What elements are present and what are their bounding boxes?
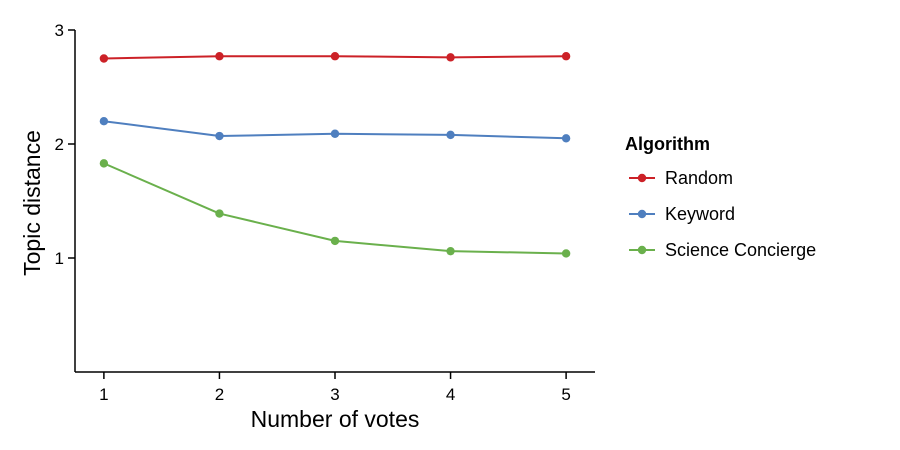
data-point-science-concierge [215, 209, 224, 218]
x-tick-label: 5 [561, 385, 570, 404]
legend-item-science-concierge: Science Concierge [629, 240, 816, 260]
legend-swatch-point [637, 209, 647, 219]
legend: Algorithm Random Keyword Science Concierge [625, 134, 816, 260]
y-tick-label: 1 [55, 249, 64, 268]
data-point-keyword [446, 130, 455, 140]
series-layer [99, 52, 571, 258]
series-keyword [99, 117, 571, 143]
data-point-keyword [330, 129, 340, 138]
data-point-keyword [561, 134, 571, 143]
data-point-random [446, 53, 455, 62]
data-point-science-concierge [446, 246, 455, 256]
axes: 1 2 3 1 2 3 4 5 Number of votes Topic distance [19, 21, 595, 432]
x-tick-label: 3 [330, 385, 339, 404]
legend-item-random: Random [629, 168, 733, 188]
legend-item-keyword: Keyword [629, 204, 735, 224]
data-point-science-concierge [330, 236, 340, 246]
legend-swatch-point [637, 245, 647, 255]
data-point-random [561, 52, 571, 61]
data-point-random [99, 54, 109, 63]
y-tick-label: 2 [55, 135, 64, 154]
x-axis-title: Number of votes [251, 406, 420, 432]
x-tick-label: 4 [446, 385, 455, 404]
data-point-science-concierge [561, 249, 571, 258]
x-tick-label: 1 [99, 385, 108, 404]
series-random [99, 52, 571, 63]
series-science-concierge [99, 159, 571, 258]
legend-label: Science Concierge [665, 240, 816, 260]
data-point-science-concierge [99, 159, 109, 168]
legend-swatch-point [637, 173, 647, 183]
y-tick-label: 3 [55, 21, 64, 40]
legend-label: Random [665, 168, 733, 188]
y-axis-title: Topic distance [19, 130, 45, 276]
data-point-random [330, 52, 340, 61]
data-point-keyword [215, 131, 224, 141]
x-tick-label: 2 [215, 385, 224, 404]
data-point-random [215, 52, 224, 61]
legend-label: Keyword [665, 204, 735, 224]
data-point-keyword [99, 117, 109, 126]
legend-title: Algorithm [625, 134, 710, 154]
